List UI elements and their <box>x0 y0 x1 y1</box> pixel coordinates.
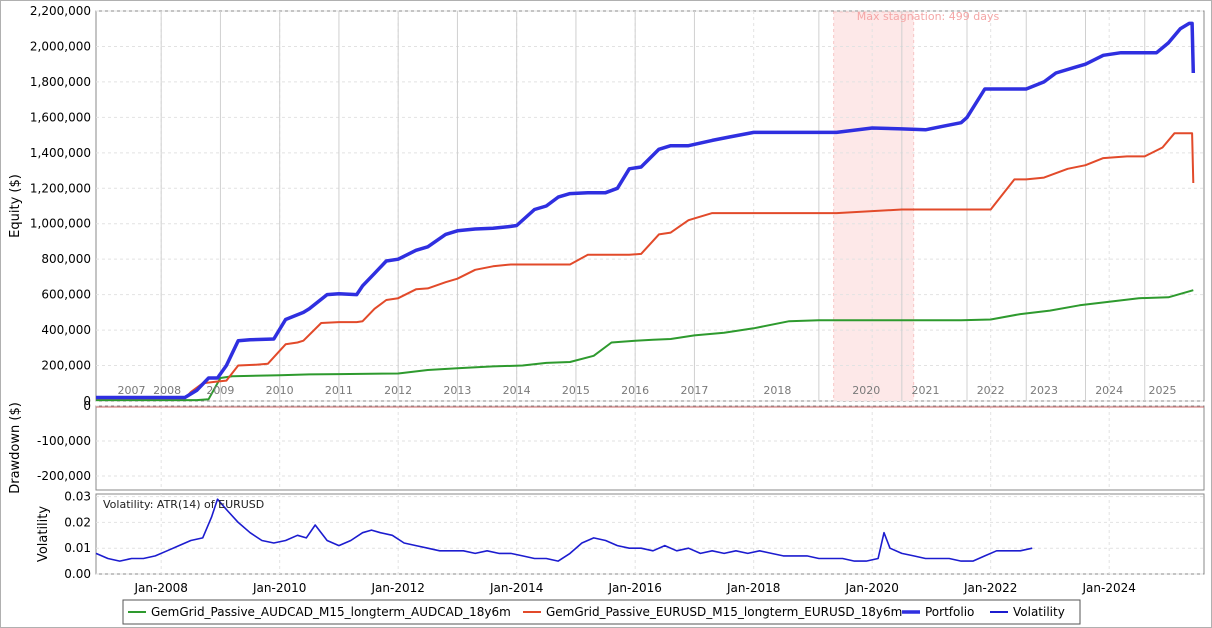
eq-ytick-label: 1,400,000 <box>30 146 91 160</box>
dd-ytick-label: -200,000 <box>37 469 91 483</box>
year-label: 2023 <box>1030 384 1058 397</box>
year-label: 2020 <box>852 384 880 397</box>
vol-ytick-label: 0.01 <box>64 541 91 555</box>
year-label: 2012 <box>384 384 412 397</box>
equity-panel <box>95 10 1205 402</box>
legend-item-label: Volatility <box>1013 605 1065 619</box>
x-tick-label: Jan-2018 <box>726 581 780 595</box>
year-label: 2021 <box>912 384 940 397</box>
legend-item-label: GemGrid_Passive_AUDCAD_M15_longterm_AUDC… <box>151 605 511 619</box>
equity-axis-title: Equity ($) <box>8 174 23 238</box>
eq-ytick-label: 1,600,000 <box>30 110 91 124</box>
year-label: 2011 <box>325 384 353 397</box>
eq-ytick-label: 800,000 <box>41 252 91 266</box>
eq-ytick-label: 600,000 <box>41 288 91 302</box>
drawdown-axis-title: Drawdown ($) <box>8 402 23 494</box>
vol-ytick-label: 0.03 <box>64 490 91 504</box>
x-tick-label: Jan-2020 <box>845 581 899 595</box>
year-label: 2018 <box>763 384 791 397</box>
x-tick-label: Jan-2016 <box>607 581 661 595</box>
eq-ytick-label: 2,200,000 <box>30 4 91 18</box>
volatility-panel-title: Volatility: ATR(14) of EURUSD <box>103 498 264 511</box>
drawdown-panel <box>95 405 1205 491</box>
series-line-portfolio <box>96 21 1196 400</box>
year-label: 2017 <box>680 384 708 397</box>
eq-ytick-label: 1,800,000 <box>30 75 91 89</box>
year-label: 2015 <box>562 384 590 397</box>
vol-ytick-label: 0.00 <box>64 567 91 581</box>
series-line-volatility <box>95 498 1033 562</box>
legend-box <box>122 599 1081 625</box>
eq-ytick-label: 0 <box>83 394 91 408</box>
year-label: 2007 <box>118 384 146 397</box>
dd-ytick-label: -100,000 <box>37 434 91 448</box>
x-tick-label: Jan-2008 <box>133 581 187 595</box>
volatility-panel <box>95 493 1205 575</box>
year-label: 2014 <box>503 384 531 397</box>
x-tick-label: Jan-2010 <box>252 581 306 595</box>
eq-ytick-label: 1,000,000 <box>30 217 91 231</box>
eq-ytick-label: 400,000 <box>41 323 91 337</box>
legend-item-label: Portfolio <box>925 605 974 619</box>
volatility-axis-title: Volatility <box>36 506 51 562</box>
year-label: 2013 <box>443 384 471 397</box>
year-label: 2024 <box>1095 384 1123 397</box>
year-label: 2010 <box>266 384 294 397</box>
year-label: 2025 <box>1149 384 1177 397</box>
year-label: 2022 <box>977 384 1005 397</box>
x-tick-label: Jan-2024 <box>1082 581 1136 595</box>
x-tick-label: Jan-2014 <box>489 581 543 595</box>
x-tick-label: Jan-2012 <box>370 581 424 595</box>
stagnation-annotation: Max stagnation: 499 days <box>857 10 1000 23</box>
year-label: 2009 <box>206 384 234 397</box>
dd-ytick-label: 0 <box>83 399 91 413</box>
vol-ytick-label: 0.02 <box>64 515 91 529</box>
legend-item-label: GemGrid_Passive_EURUSD_M15_longterm_EURU… <box>546 605 902 619</box>
year-label: 2016 <box>621 384 649 397</box>
eq-ytick-label: 200,000 <box>41 359 91 373</box>
x-tick-label: Jan-2022 <box>963 581 1017 595</box>
year-label: 2008 <box>153 384 181 397</box>
eq-ytick-label: 2,000,000 <box>30 39 91 53</box>
eq-ytick-label: 1,200,000 <box>30 181 91 195</box>
series-line-gemgrid-passive-eurusd-m15-longterm-eurusd-18y6m <box>96 132 1195 400</box>
series-line-gemgrid-passive-audcad-m15-longterm-audcad-18y6m <box>96 289 1194 402</box>
stagnation-band <box>833 11 915 402</box>
